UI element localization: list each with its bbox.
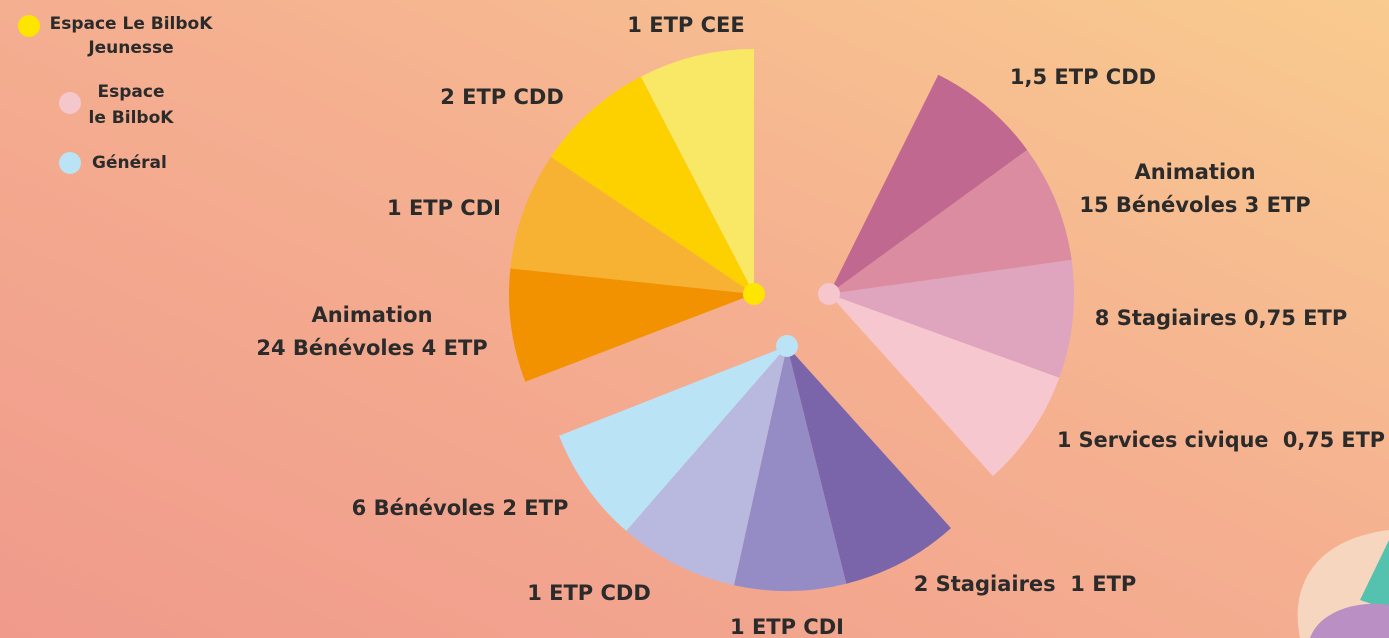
center-dot bbox=[743, 283, 765, 305]
wedge bbox=[559, 346, 787, 531]
label: 8 Stagiaires 0,75 ETP bbox=[1095, 306, 1347, 330]
label: Animation 24 Bénévoles 4 ETP bbox=[256, 303, 487, 360]
legend-label: Espace Le BilboK Jeunesse bbox=[50, 14, 214, 58]
wedge bbox=[550, 76, 754, 294]
label: 6 Bénévoles 2 ETP bbox=[352, 496, 569, 520]
label: 1 Services civique 0,75 ETP bbox=[1057, 428, 1385, 452]
wedge bbox=[829, 74, 1028, 294]
label: 1 ETP CEE bbox=[627, 13, 744, 37]
wedge bbox=[510, 156, 754, 294]
center-dot bbox=[776, 335, 798, 357]
wedge bbox=[829, 294, 1060, 477]
label: Animation 15 Bénévoles 3 ETP bbox=[1079, 160, 1310, 217]
wedge bbox=[829, 259, 1074, 378]
wedges bbox=[508, 49, 1074, 591]
label: 2 ETP CDD bbox=[440, 85, 564, 109]
decoration bbox=[1360, 540, 1389, 610]
legend-label: Espace le BilboK bbox=[89, 82, 175, 128]
wedge bbox=[733, 346, 847, 591]
wedge bbox=[508, 268, 754, 382]
label: 1 ETP CDD bbox=[527, 581, 651, 605]
label: 1 ETP CDI bbox=[387, 196, 501, 220]
label: 1,5 ETP CDD bbox=[1010, 65, 1156, 89]
legend-dot bbox=[59, 92, 81, 114]
legend-dot bbox=[18, 15, 40, 37]
wedge bbox=[787, 346, 951, 584]
label: 2 Stagiaires 1 ETP bbox=[914, 572, 1137, 596]
decoration bbox=[1310, 603, 1389, 638]
label: 1 ETP CDI bbox=[730, 615, 844, 638]
wedge bbox=[640, 49, 754, 294]
wedge bbox=[829, 149, 1072, 294]
legend-dot bbox=[59, 152, 81, 174]
center-dot bbox=[818, 283, 840, 305]
legend-label: Général bbox=[92, 153, 167, 173]
wedge bbox=[626, 346, 787, 586]
